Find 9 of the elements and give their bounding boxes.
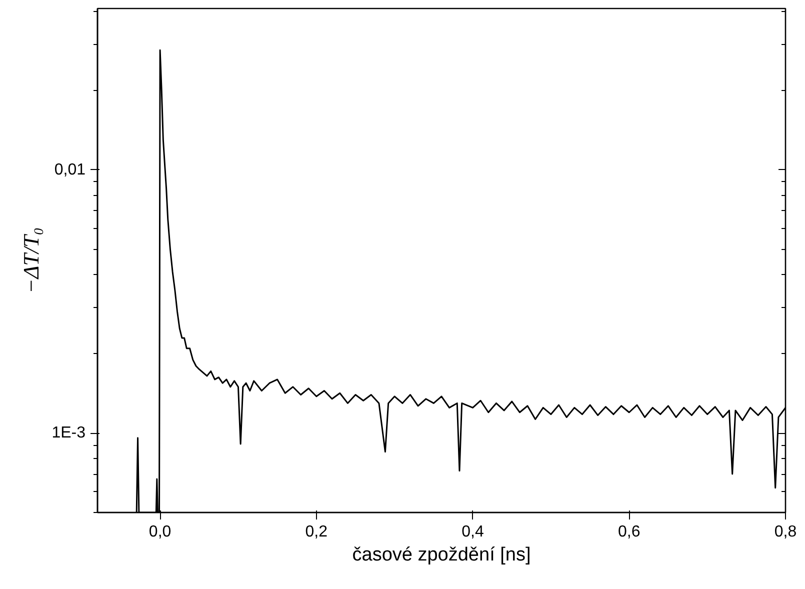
x-tick-label: 0,8	[774, 524, 797, 540]
y-axis-title: −ΔT/T₀	[18, 227, 44, 294]
x-axis-title: časové zpoždění [ns]	[352, 544, 531, 566]
y-tick-label: 0,01	[54, 161, 86, 178]
x-tick-label: 0,6	[618, 524, 640, 540]
y-tick-label: 1E-3	[52, 424, 86, 442]
x-tick-label: 0,4	[462, 524, 484, 540]
x-tick-label: 0,2	[305, 524, 328, 540]
x-tick-label: 0,0	[148, 524, 172, 540]
